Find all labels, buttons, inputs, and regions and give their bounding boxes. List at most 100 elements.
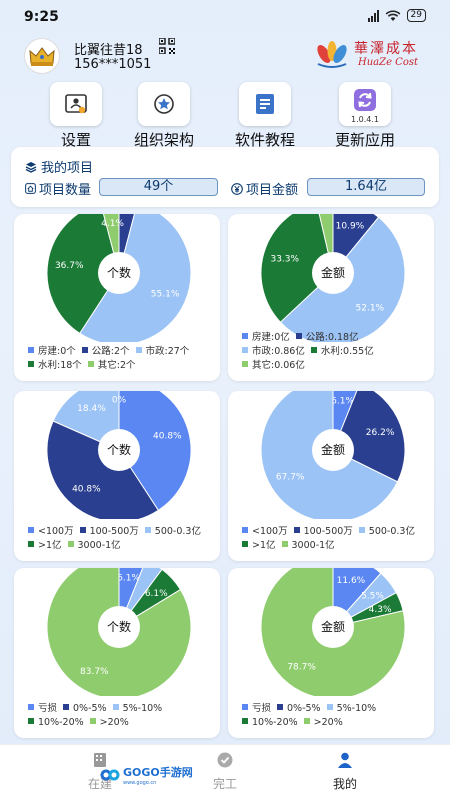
legend-item[interactable]: >1亿 bbox=[28, 539, 62, 553]
legend-swatch bbox=[81, 347, 88, 353]
legend-item[interactable]: >20% bbox=[303, 716, 343, 730]
legend-item[interactable]: >1亿 bbox=[242, 539, 276, 553]
legend-item[interactable]: 水利:0.55亿 bbox=[310, 345, 374, 359]
legend-label: 房建:0亿 bbox=[252, 332, 290, 343]
legend-item[interactable]: 公路:2个 bbox=[81, 345, 130, 359]
legend-item[interactable]: <100万 bbox=[28, 525, 74, 539]
legend-swatch bbox=[112, 704, 119, 710]
menu-label-settings: 设置 bbox=[60, 131, 91, 149]
legend-item[interactable]: 10%-20% bbox=[242, 716, 298, 730]
pie-chart-card: 40.8% 40.8% 18.4% 0% 个数 <100万 100-500万 500-0.3亿… bbox=[14, 391, 220, 561]
project-amount-label: 项目金额 bbox=[231, 179, 298, 198]
legend-item[interactable]: 3000-1亿 bbox=[67, 539, 121, 553]
project-amount-value: 1.64亿 bbox=[307, 178, 425, 196]
pie-chart: 6.1% 26.2% 67.7% 金额 bbox=[260, 391, 406, 519]
legend-item[interactable]: 5%-10% bbox=[326, 702, 376, 716]
menu-label-update: 更新应用 bbox=[334, 131, 395, 149]
legend-item[interactable]: 0%-5% bbox=[277, 702, 321, 716]
pie-slice-label: 55.1% bbox=[151, 289, 180, 299]
menu-update[interactable]: 1.0.4.1 更新应用 bbox=[325, 82, 405, 150]
profile-header[interactable]: 比翼往昔18 156***1051 bbox=[24, 38, 175, 74]
legend-item[interactable]: 500-0.3亿 bbox=[358, 525, 415, 539]
pie-slice[interactable] bbox=[118, 391, 192, 511]
crown-icon bbox=[29, 47, 55, 66]
legend-item[interactable]: 房建:0个 bbox=[28, 345, 76, 359]
legend-item[interactable]: 其它:0.06亿 bbox=[242, 359, 305, 373]
pie-slice[interactable] bbox=[46, 214, 120, 335]
legend-item[interactable]: 房建:0亿 bbox=[242, 331, 290, 345]
chart-legend: <100万 100-500万 500-0.3亿 >1亿 3000-1亿 bbox=[28, 525, 207, 553]
pie-chart: 55.1% 36.7% 4.1% 个数 bbox=[46, 214, 192, 342]
legend-item[interactable]: 100-500万 bbox=[79, 525, 139, 539]
nav-mine[interactable]: 我的 bbox=[305, 751, 385, 792]
legend-item[interactable]: <100万 bbox=[242, 525, 288, 539]
legend-swatch bbox=[303, 718, 310, 724]
avatar[interactable] bbox=[24, 38, 60, 74]
legend-swatch bbox=[310, 347, 317, 353]
legend-item[interactable]: 500-0.3亿 bbox=[144, 525, 201, 539]
update-box[interactable]: 1.0.4.1 bbox=[339, 82, 391, 126]
pie-slice[interactable] bbox=[332, 391, 406, 483]
donut-hole bbox=[312, 252, 354, 294]
legend-item[interactable]: 亏损 bbox=[28, 702, 57, 716]
pie-chart: 6.1% 6.1% 83.7% 个数 bbox=[46, 568, 192, 696]
pie-slice[interactable] bbox=[52, 391, 120, 451]
legend-item[interactable]: 其它:2个 bbox=[87, 359, 136, 373]
pie-slice[interactable] bbox=[260, 214, 334, 323]
legend-swatch bbox=[63, 704, 70, 710]
legend-label: 市政:27个 bbox=[145, 346, 190, 357]
pie-slice[interactable] bbox=[317, 214, 334, 274]
nav-label-completed: 完工 bbox=[212, 777, 237, 791]
legend-item[interactable]: 3000-1亿 bbox=[281, 539, 335, 553]
legend-label: 房建:0个 bbox=[38, 346, 76, 357]
legend-label: <100万 bbox=[38, 526, 74, 537]
nav-completed[interactable]: 完工 bbox=[185, 751, 265, 792]
org-box[interactable] bbox=[138, 82, 190, 126]
legend-item[interactable]: 100-500万 bbox=[293, 525, 353, 539]
check-circle-icon bbox=[217, 752, 233, 768]
donut-hole bbox=[98, 429, 140, 471]
legend-swatch bbox=[28, 541, 34, 547]
pie-slice-label: 40.8% bbox=[72, 484, 101, 494]
brand-logo: 華澤成本 HuaZe Cost bbox=[314, 38, 426, 74]
quick-menu: 设置 组织架构 软件教程 1.0.4.1 更新应用 bbox=[0, 82, 450, 149]
menu-tutorial[interactable]: 软件教程 bbox=[225, 82, 305, 150]
settings-user-icon bbox=[65, 94, 87, 114]
legend-item[interactable]: 水利:18个 bbox=[28, 359, 82, 373]
legend-swatch bbox=[144, 527, 151, 533]
legend-label: 市政:0.86亿 bbox=[252, 346, 305, 357]
brand-name-cn: 華澤成本 bbox=[354, 41, 418, 57]
legend-item[interactable]: 0%-5% bbox=[63, 702, 107, 716]
qr-code-icon[interactable] bbox=[159, 38, 175, 54]
menu-org-structure[interactable]: 组织架构 bbox=[124, 82, 204, 150]
legend-swatch bbox=[89, 718, 96, 724]
status-icons: 29 bbox=[367, 9, 426, 22]
tutorial-icon bbox=[256, 94, 274, 114]
menu-settings[interactable]: 设置 bbox=[36, 82, 116, 150]
nav-in-progress[interactable]: 在建 bbox=[60, 751, 140, 792]
pie-chart-card: 6.1% 6.1% 83.7% 个数亏损 0%-5% 5%-10% 10%-20% >20% bbox=[14, 568, 220, 738]
legend-swatch bbox=[242, 527, 248, 533]
legend-item[interactable]: 市政:0.86亿 bbox=[242, 345, 305, 359]
legend-label: 3000-1亿 bbox=[77, 540, 121, 551]
projects-title: 我的项目 bbox=[25, 157, 93, 176]
legend-label: 公路:2个 bbox=[91, 346, 130, 357]
legend-item[interactable]: >20% bbox=[89, 716, 129, 730]
tutorial-box[interactable] bbox=[239, 82, 291, 126]
legend-item[interactable]: 5%-10% bbox=[112, 702, 162, 716]
legend-item[interactable]: 公路:0.18亿 bbox=[295, 331, 359, 345]
legend-label: 其它:2个 bbox=[97, 360, 136, 371]
chart-legend: 亏损 0%-5% 5%-10% 10%-20% >20% bbox=[242, 702, 382, 730]
settings-box[interactable] bbox=[50, 82, 102, 126]
legend-item[interactable]: 亏损 bbox=[242, 702, 271, 716]
pie-slice-label: 11.6% bbox=[337, 576, 366, 586]
legend-item[interactable]: 10%-20% bbox=[28, 716, 84, 730]
brand-name-en: HuaZe Cost bbox=[358, 57, 418, 68]
pie-slice-label: 52.1% bbox=[356, 303, 385, 313]
legend-item[interactable]: 市政:27个 bbox=[135, 345, 190, 359]
pie-slice[interactable] bbox=[46, 420, 160, 519]
legend-swatch bbox=[28, 718, 34, 724]
legend-swatch bbox=[242, 718, 248, 724]
legend-label: >20% bbox=[313, 717, 343, 728]
legend-label: 100-500万 bbox=[303, 526, 353, 537]
